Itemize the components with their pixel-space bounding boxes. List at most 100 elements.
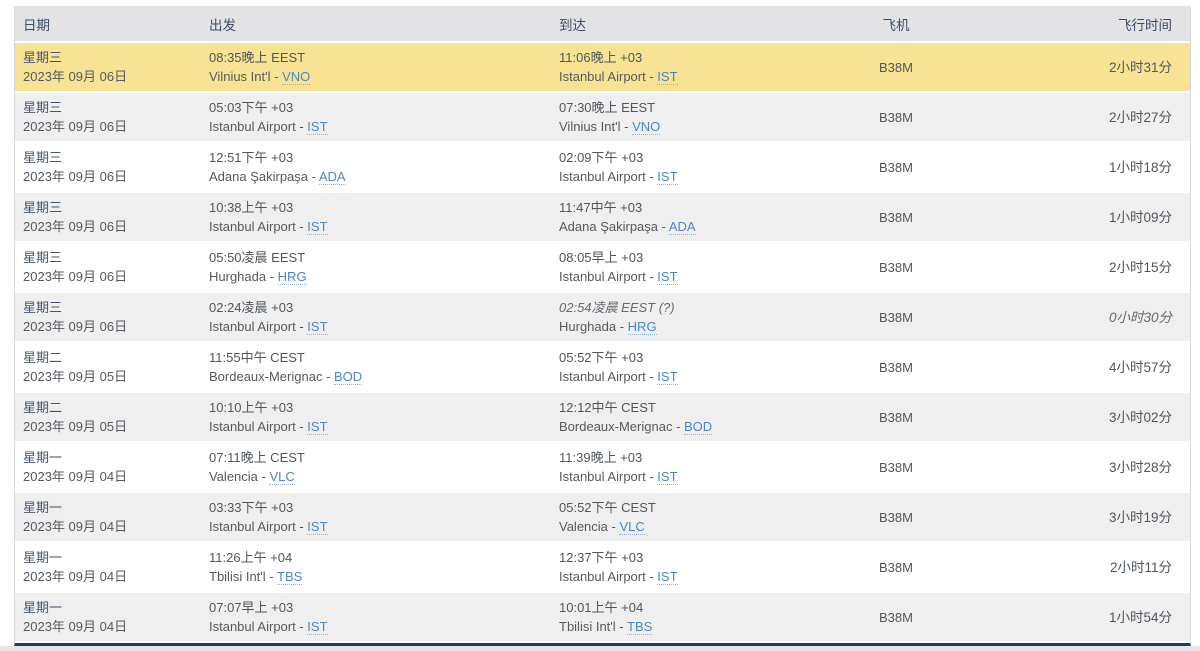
departure-airport-code-link[interactable]: IST — [307, 419, 328, 435]
departure-airport-name: Bordeaux-Merignac — [209, 369, 334, 384]
departure-cell: 05:03下午 +03 Istanbul AirportIST — [201, 93, 551, 143]
arrival-time: 12:12中午 CEST — [559, 400, 656, 415]
arrival-airport-code-link[interactable]: ADA — [668, 219, 696, 235]
arrival-airport-code-link[interactable]: VNO — [632, 119, 661, 135]
aircraft-type: B38M — [879, 559, 913, 575]
arrival-cell: 08:05早上 +03 Istanbul AirportIST — [551, 243, 821, 293]
aircraft-cell: B38M — [821, 593, 971, 643]
arrival-time: 12:37下午 +03 — [559, 550, 644, 565]
departure-cell: 11:26上午 +04 Tbilisi Int'lTBS — [201, 543, 551, 593]
date-label: 2023年 09月 05日 — [23, 419, 128, 434]
col-header-duration[interactable]: 飞行时间 — [971, 7, 1190, 43]
date-cell: 星期一 2023年 09月 04日 — [15, 593, 201, 643]
departure-airport: Istanbul AirportIST — [209, 117, 551, 136]
weekday-label: 星期三 — [23, 300, 63, 315]
date-label: 2023年 09月 05日 — [23, 369, 128, 384]
arrival-airport-code-link[interactable]: IST — [657, 69, 678, 85]
aircraft-cell: B38M — [821, 293, 971, 343]
col-header-arrival[interactable]: 到达 — [551, 7, 821, 43]
col-header-departure[interactable]: 出发 — [201, 7, 551, 43]
departure-airport-code-link[interactable]: VLC — [269, 469, 295, 485]
flight-row[interactable]: 星期三 2023年 09月 06日 05:50凌晨 EEST HurghadaH… — [15, 243, 1190, 293]
arrival-cell: 10:01上午 +04 Tbilisi Int'lTBS — [551, 593, 821, 643]
weekday-label: 星期三 — [23, 200, 63, 215]
arrival-airport-code-link[interactable]: IST — [657, 269, 678, 285]
arrival-airport-name: Istanbul Airport — [559, 269, 657, 284]
departure-cell: 02:24凌晨 +03 Istanbul AirportIST — [201, 293, 551, 343]
arrival-airport-code-link[interactable]: TBS — [627, 619, 653, 635]
col-header-date[interactable]: 日期 — [15, 7, 201, 43]
aircraft-cell: B38M — [821, 343, 971, 393]
departure-airport-code-link[interactable]: IST — [307, 319, 328, 335]
arrival-airport: ValenciaVLC — [559, 517, 821, 536]
arrival-time: 08:05早上 +03 — [559, 250, 644, 265]
departure-airport-code-link[interactable]: ADA — [318, 169, 346, 185]
date-label: 2023年 09月 06日 — [23, 69, 128, 84]
date-cell: 星期三 2023年 09月 06日 — [15, 143, 201, 193]
flight-row[interactable]: 星期三 2023年 09月 06日 08:35晚上 EEST Vilnius I… — [15, 43, 1190, 93]
duration-cell: 0小时30分 — [971, 293, 1190, 343]
date-label: 2023年 09月 04日 — [23, 569, 128, 584]
weekday-label: 星期三 — [23, 50, 63, 65]
departure-airport-code-link[interactable]: IST — [307, 219, 328, 235]
departure-airport-code-link[interactable]: VNO — [282, 69, 311, 85]
departure-airport-code-link[interactable]: HRG — [277, 269, 307, 285]
weekday-label: 星期一 — [23, 450, 63, 465]
arrival-airport-name: Istanbul Airport — [559, 569, 657, 584]
flight-duration: 2小时31分 — [1108, 59, 1172, 75]
aircraft-cell: B38M — [821, 443, 971, 493]
date-label: 2023年 09月 04日 — [23, 619, 128, 634]
arrival-time: 07:30晚上 EEST — [559, 100, 656, 115]
departure-airport: Istanbul AirportIST — [209, 617, 551, 636]
flight-row[interactable]: 星期二 2023年 09月 05日 10:10上午 +03 Istanbul A… — [15, 393, 1190, 443]
duration-cell: 2小时27分 — [971, 93, 1190, 143]
flight-row[interactable]: 星期二 2023年 09月 05日 11:55中午 CEST Bordeaux-… — [15, 343, 1190, 393]
col-header-aircraft[interactable]: 飞机 — [821, 7, 971, 43]
departure-airport-code-link[interactable]: IST — [307, 519, 328, 535]
arrival-airport-name: Istanbul Airport — [559, 469, 657, 484]
departure-airport-name: Istanbul Airport — [209, 619, 307, 634]
departure-airport-code-link[interactable]: TBS — [277, 569, 303, 585]
duration-cell: 3小时28分 — [971, 443, 1190, 493]
flight-row[interactable]: 星期一 2023年 09月 04日 03:33下午 +03 Istanbul A… — [15, 493, 1190, 543]
departure-airport-name: Istanbul Airport — [209, 119, 307, 134]
aircraft-type: B38M — [879, 409, 913, 425]
flight-row[interactable]: 星期三 2023年 09月 06日 05:03下午 +03 Istanbul A… — [15, 93, 1190, 143]
flight-duration: 4小时57分 — [1108, 359, 1172, 375]
date-cell: 星期三 2023年 09月 06日 — [15, 193, 201, 243]
duration-cell: 3小时02分 — [971, 393, 1190, 443]
arrival-airport-code-link[interactable]: IST — [657, 169, 678, 185]
date-label: 2023年 09月 06日 — [23, 269, 128, 284]
duration-cell: 2小时11分 — [971, 543, 1190, 593]
arrival-airport-name: Istanbul Airport — [559, 69, 657, 84]
flight-row[interactable]: 星期一 2023年 09月 04日 07:07早上 +03 Istanbul A… — [15, 593, 1190, 643]
arrival-time: 02:54凌晨 EEST (?) — [559, 300, 675, 315]
departure-airport: HurghadaHRG — [209, 267, 551, 286]
aircraft-type: B38M — [879, 359, 913, 375]
departure-airport-code-link[interactable]: IST — [307, 619, 328, 635]
aircraft-cell: B38M — [821, 543, 971, 593]
aircraft-type: B38M — [879, 309, 913, 325]
flight-row[interactable]: 星期三 2023年 09月 06日 02:24凌晨 +03 Istanbul A… — [15, 293, 1190, 343]
arrival-airport-code-link[interactable]: IST — [657, 369, 678, 385]
departure-airport: Bordeaux-MerignacBOD — [209, 367, 551, 386]
departure-airport: Tbilisi Int'lTBS — [209, 567, 551, 586]
departure-airport-code-link[interactable]: BOD — [334, 369, 363, 385]
flight-row[interactable]: 星期三 2023年 09月 06日 10:38上午 +03 Istanbul A… — [15, 193, 1190, 243]
departure-cell: 12:51下午 +03 Adana ŞakirpaşaADA — [201, 143, 551, 193]
flight-row[interactable]: 星期一 2023年 09月 04日 07:11晚上 CEST ValenciaV… — [15, 443, 1190, 493]
arrival-airport-code-link[interactable]: BOD — [684, 419, 713, 435]
departure-cell: 11:55中午 CEST Bordeaux-MerignacBOD — [201, 343, 551, 393]
date-cell: 星期三 2023年 09月 06日 — [15, 243, 201, 293]
flight-duration: 2小时11分 — [1109, 559, 1172, 575]
arrival-airport-code-link[interactable]: IST — [657, 469, 678, 485]
flight-row[interactable]: 星期一 2023年 09月 04日 11:26上午 +04 Tbilisi In… — [15, 543, 1190, 593]
arrival-airport-code-link[interactable]: IST — [657, 569, 678, 585]
arrival-airport-code-link[interactable]: VLC — [619, 519, 645, 535]
departure-airport-code-link[interactable]: IST — [307, 119, 328, 135]
departure-time: 08:35晚上 EEST — [209, 50, 306, 65]
flight-row[interactable]: 星期三 2023年 09月 06日 12:51下午 +03 Adana Şaki… — [15, 143, 1190, 193]
arrival-airport-code-link[interactable]: HRG — [627, 319, 657, 335]
arrival-cell: 07:30晚上 EEST Vilnius Int'lVNO — [551, 93, 821, 143]
weekday-label: 星期一 — [23, 550, 63, 565]
